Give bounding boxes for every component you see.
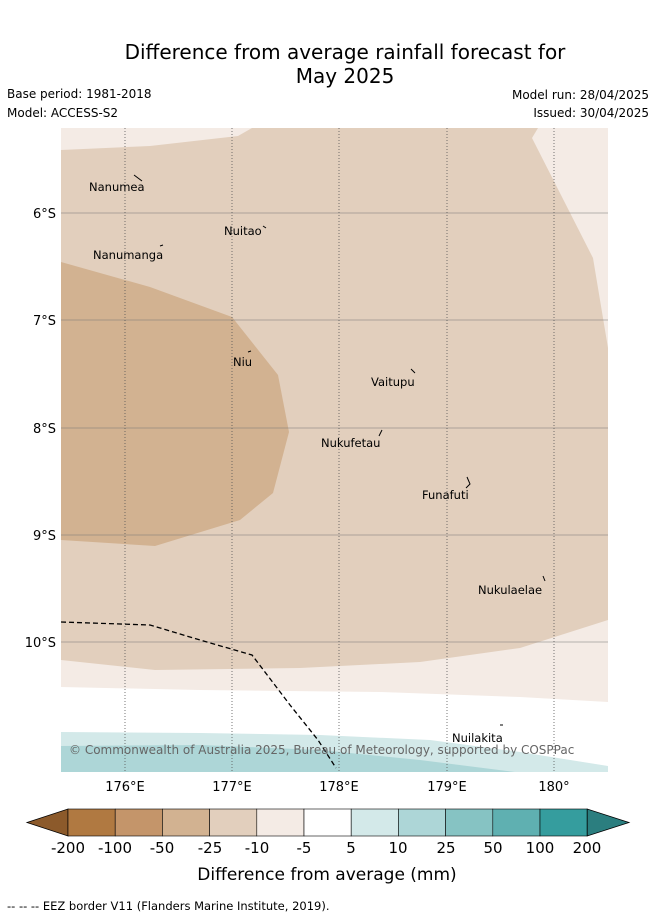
colorbar-label: -25 bbox=[198, 839, 223, 857]
place-labels: Nanumea Nuitao Nanumanga Niu Vaitupu Nuk… bbox=[89, 180, 542, 745]
lat-label: 10°S bbox=[25, 636, 56, 651]
copyright-notice: © Commonwealth of Australia 2025, Bureau… bbox=[69, 743, 574, 757]
colorbar-segment bbox=[492, 808, 541, 837]
island-vaitupu bbox=[410, 368, 416, 374]
colorbar-segment bbox=[256, 808, 305, 837]
issued-date: Issued: 30/04/2025 bbox=[533, 106, 649, 120]
colorbar-label: -50 bbox=[150, 839, 175, 857]
lon-label: 178°E bbox=[319, 780, 359, 795]
lon-label: 176°E bbox=[105, 780, 145, 795]
place-label: Nanumea bbox=[89, 180, 145, 194]
rainfall-map-area: © Commonwealth of Australia 2025, Bureau… bbox=[61, 128, 608, 772]
island-nukulaelae bbox=[542, 575, 546, 582]
island-nukufetau bbox=[378, 429, 383, 437]
lat-label: 7°S bbox=[33, 314, 56, 329]
colorbar-segment bbox=[303, 808, 352, 837]
lat-label: 9°S bbox=[33, 529, 56, 544]
colorbar-label: 5 bbox=[346, 839, 356, 857]
longitude-labels: 176°E 177°E 178°E 179°E 180° bbox=[105, 780, 569, 795]
lon-label: 179°E bbox=[427, 780, 467, 795]
lon-label: 180° bbox=[538, 780, 569, 795]
colorbar-title: Difference from average (mm) bbox=[197, 865, 456, 885]
lat-label: 8°S bbox=[33, 422, 56, 437]
island-niu bbox=[247, 350, 252, 353]
title-line-2: May 2025 bbox=[295, 64, 395, 88]
longitude-gridlines bbox=[124, 128, 555, 772]
colorbar-label: 25 bbox=[436, 839, 455, 857]
colorbar-segment bbox=[67, 808, 116, 837]
colorbar-label: -100 bbox=[98, 839, 132, 857]
colorbar-segment bbox=[209, 808, 258, 837]
colorbar-label: -200 bbox=[51, 839, 85, 857]
colorbar bbox=[25, 808, 631, 837]
model-name: Model: ACCESS-S2 bbox=[7, 106, 119, 120]
latitude-gridlines bbox=[61, 212, 608, 643]
model-run: Model run: 28/04/2025 bbox=[511, 88, 649, 102]
island-nanumea bbox=[133, 174, 143, 182]
colorbar-label: 200 bbox=[573, 839, 602, 857]
colorbar-label: 10 bbox=[388, 839, 407, 857]
band-minus-10 bbox=[61, 128, 608, 670]
colorbar-extend-low bbox=[25, 808, 69, 837]
latitude-labels: 6°S 7°S 8°S 9°S 10°S bbox=[25, 207, 56, 651]
colorbar-label: 100 bbox=[526, 839, 555, 857]
place-label: Nukulaelae bbox=[478, 583, 542, 597]
eez-border-line bbox=[61, 621, 337, 769]
colorbar-segment bbox=[114, 808, 163, 837]
colorbar-extend-high bbox=[586, 808, 631, 837]
place-label: Nuitao bbox=[224, 224, 262, 238]
colorbar-segment bbox=[398, 808, 446, 837]
colorbar-segment bbox=[350, 808, 399, 837]
island-nuitao bbox=[262, 225, 267, 229]
place-label: Nukufetau bbox=[321, 436, 380, 450]
island-funafuti bbox=[465, 476, 471, 489]
colorbar-segment bbox=[539, 808, 588, 837]
lon-label: 177°E bbox=[212, 780, 252, 795]
base-period: Base period: 1981-2018 bbox=[7, 87, 152, 101]
band-plus-10 bbox=[61, 745, 515, 772]
colorbar-segment bbox=[162, 808, 210, 837]
colorbar-label: 50 bbox=[483, 839, 502, 857]
colorbar-labels: -200 -100 -50 -25 -10 -5 5 10 25 50 100 … bbox=[51, 839, 601, 857]
place-label: Funafuti bbox=[422, 488, 469, 502]
eez-legend-note: -- -- -- EEZ border V11 (Flanders Marine… bbox=[7, 899, 330, 913]
colorbar-label: -5 bbox=[297, 839, 312, 857]
island-outlines bbox=[133, 174, 546, 726]
place-label: Niu bbox=[233, 355, 252, 369]
colorbar-segment bbox=[445, 808, 494, 837]
place-label: Nanumanga bbox=[93, 248, 163, 262]
map-title: Difference from average rainfall forecas… bbox=[0, 40, 655, 88]
island-nanumanga bbox=[159, 244, 164, 247]
place-label: Nuilakita bbox=[452, 731, 503, 745]
place-label: Vaitupu bbox=[371, 375, 415, 389]
title-line-1: Difference from average rainfall forecas… bbox=[124, 40, 566, 64]
colorbar-label: -10 bbox=[245, 839, 270, 857]
lat-label: 6°S bbox=[33, 207, 56, 222]
